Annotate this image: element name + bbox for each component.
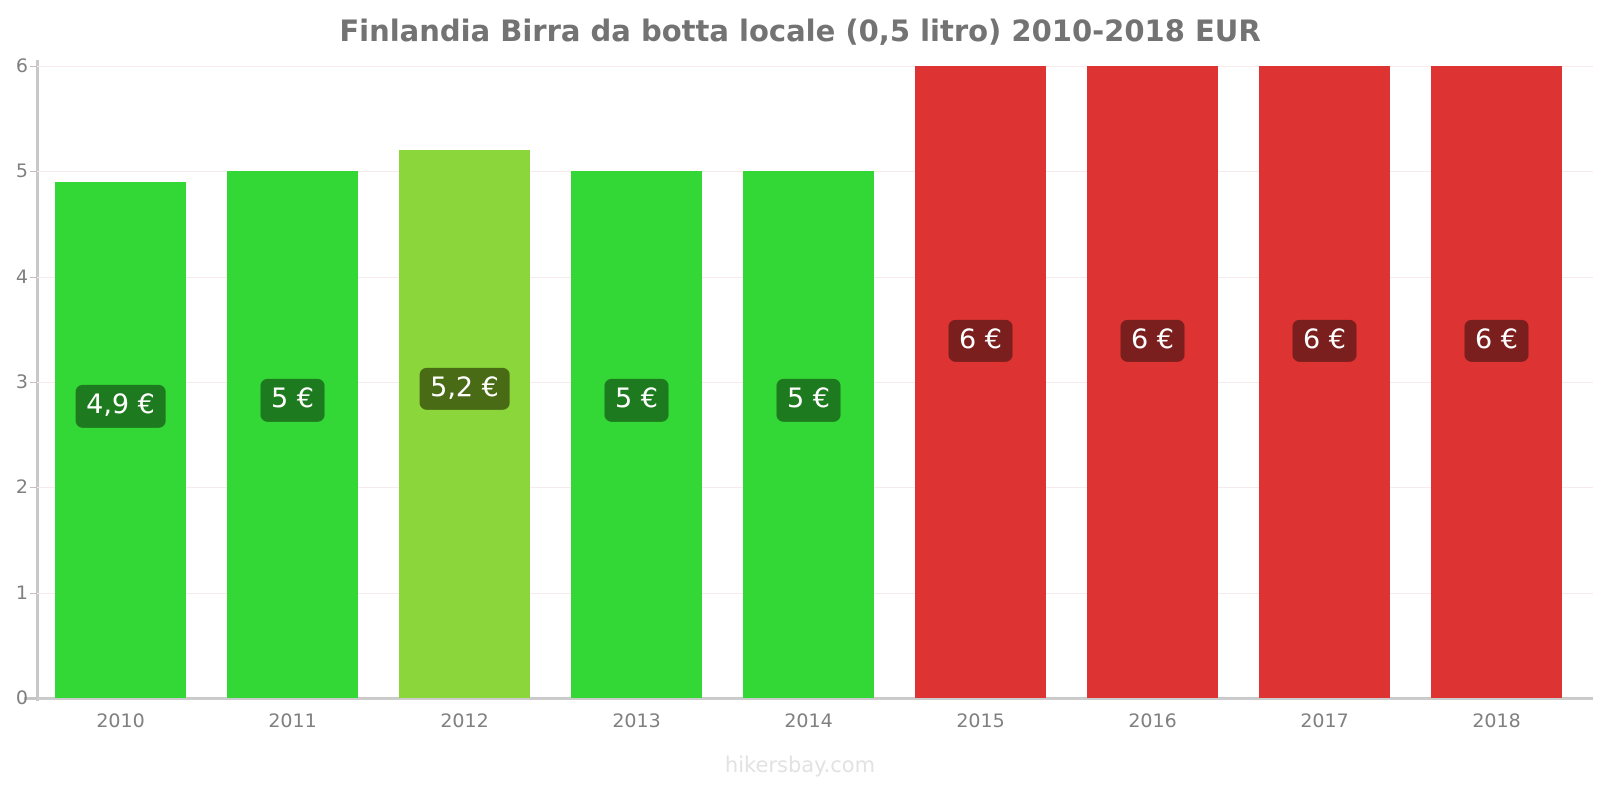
y-tick-label-1: 1 [15,581,28,604]
y-tick-label-3: 3 [15,371,28,393]
y-tick-label-2: 2 [15,476,28,499]
bar-value-label-2017: 6 € [1292,319,1357,363]
x-tick-label-2012: 2012 [440,710,489,732]
y-tick-label-4: 4 [15,265,28,288]
bar-2014[interactable]: 5 € [743,171,874,698]
y-tick-mark-0 [30,698,37,699]
bar-2011[interactable]: 5 € [227,171,358,698]
plot-area: 4,9 € 5 € 5,2 € 5 € 5 € 6 € 6 € 6 € 6 € [37,66,1593,700]
page-title: Finlandia Birra da botta locale (0,5 lit… [339,14,1261,48]
y-axis-line [36,60,39,701]
y-tick-label-6: 6 [15,55,28,77]
y-tick-mark-4 [30,276,37,278]
bar-2012[interactable]: 5,2 € [399,150,530,698]
x-tick-label-2015: 2015 [956,710,1005,732]
bar-value-label-2010: 4,9 € [75,385,166,428]
x-tick-label-2013: 2013 [612,710,661,732]
gridline-6 [37,66,1593,67]
bar-value-label-2015: 6 € [948,319,1013,363]
y-tick-mark-3 [30,382,37,383]
x-tick-label-2016: 2016 [1128,710,1177,732]
bar-2015[interactable]: 6 € [915,66,1046,698]
y-tick-mark-2 [30,487,37,489]
bar-2016[interactable]: 6 € [1087,66,1218,698]
bar-value-label-2014: 5 € [776,379,841,422]
bar-value-label-2016: 6 € [1120,319,1185,363]
bar-value-label-2013: 5 € [604,379,669,422]
bar-2010[interactable]: 4,9 € [55,181,186,698]
x-tick-label-2014: 2014 [784,710,833,732]
y-tick-label-5: 5 [15,160,28,183]
y-tick-mark-5 [30,171,37,173]
bar-value-label-2012: 5,2 € [419,367,510,410]
y-tick-label-0: 0 [15,687,28,709]
y-tick-mark-1 [30,592,37,594]
bar-value-label-2018: 6 € [1464,319,1529,363]
x-tick-label-2017: 2017 [1300,710,1349,732]
footer-attribution: hikersbay.com [724,753,876,777]
x-tick-label-2011: 2011 [268,710,317,732]
y-tick-mark-6 [30,66,37,67]
bar-2013[interactable]: 5 € [571,171,702,698]
x-tick-label-2010: 2010 [96,710,145,732]
bar-2017[interactable]: 6 € [1259,66,1390,698]
bar-value-label-2011: 5 € [260,379,325,422]
x-tick-label-2018: 2018 [1472,710,1521,732]
bar-2018[interactable]: 6 € [1431,66,1562,698]
gridline-0 [37,698,1593,700]
